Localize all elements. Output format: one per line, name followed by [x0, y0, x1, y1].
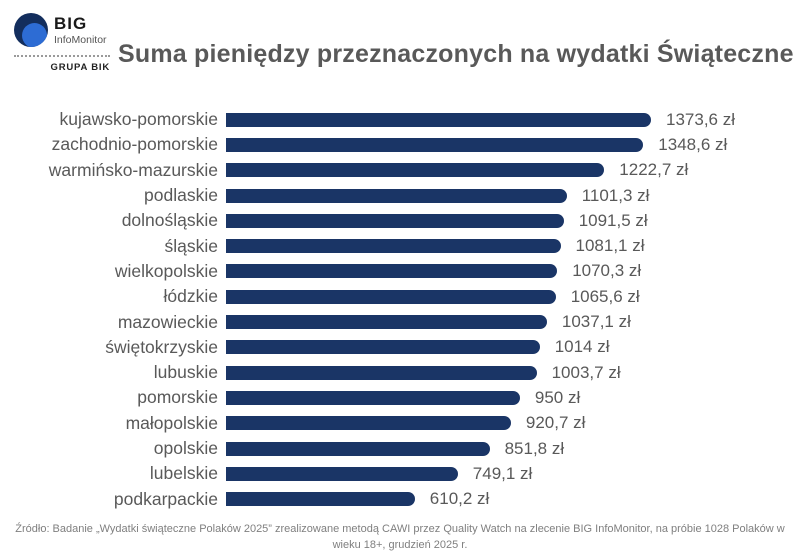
- chart-title: Suma pieniędzy przeznaczonych na wydatki…: [118, 40, 794, 68]
- chart-row: warmińsko-mazurskie 1222,7 zł: [8, 158, 792, 183]
- chart-row: opolskie 851,8 zł: [8, 436, 792, 461]
- bar: [226, 264, 558, 279]
- logo-brand-subtext: InfoMonitor: [54, 34, 107, 46]
- chart-row: małopolskie 920,7 zł: [8, 411, 792, 436]
- category-label: śląskie: [164, 235, 219, 256]
- bar-chart: kujawsko-pomorskie 1373,6 zł zachodnio-pom…: [8, 107, 792, 512]
- category-label: małopolskie: [125, 412, 218, 433]
- bar: [226, 390, 520, 405]
- bar: [226, 416, 511, 431]
- chart-row: wielkopolskie 1070,3 zł: [8, 259, 792, 284]
- value-label: 1373,6 zł: [666, 109, 735, 129]
- value-label: 749,1 zł: [472, 463, 533, 483]
- category-label: mazowieckie: [117, 311, 218, 332]
- chart-row: pomorskie 950 zł: [8, 385, 792, 410]
- value-label: 610,2 zł: [429, 489, 490, 509]
- category-label: łódzkie: [163, 286, 218, 307]
- value-label: 1081,1 zł: [575, 236, 645, 256]
- bar: [226, 466, 458, 481]
- value-label: 1065,6 zł: [570, 286, 640, 306]
- category-label: opolskie: [153, 438, 218, 458]
- category-label: lubuskie: [153, 362, 218, 383]
- logo-crescent-shape: [22, 23, 47, 47]
- value-label: 1101,3 zł: [581, 185, 650, 205]
- bar: [226, 239, 561, 254]
- category-label: świętokrzyskie: [105, 336, 218, 357]
- value-label: 1222,7 zł: [619, 160, 689, 180]
- category-label: zachodnio-pomorskie: [51, 134, 218, 155]
- category-label: podlaskie: [144, 185, 218, 206]
- chart-row: mazowieckie 1037,1 zł: [8, 309, 792, 334]
- category-label: kujawsko-pomorskie: [59, 109, 218, 130]
- bar: [226, 315, 547, 330]
- header: BIG InfoMonitor GRUPA BIK Suma pieniędzy…: [0, 0, 800, 100]
- logo-brand-text: BIG: [54, 14, 88, 33]
- value-label: 1014 zł: [554, 337, 610, 357]
- chart-row: kujawsko-pomorskie 1373,6 zł: [8, 107, 792, 132]
- value-label: 1037,1 zł: [561, 312, 631, 332]
- bar: [226, 112, 651, 127]
- chart-row: lubelskie 749,1 zł: [8, 461, 792, 486]
- chart-row: podkarpackie 610,2 zł: [8, 486, 792, 511]
- value-label: 1003,7 zł: [551, 362, 621, 382]
- value-label: 1091,5 zł: [578, 210, 648, 230]
- bar: [226, 213, 564, 228]
- bar: [226, 340, 540, 355]
- source-footnote: Źródło: Badanie „Wydatki świąteczne Pola…: [15, 523, 785, 552]
- bar: [226, 163, 605, 178]
- big-infomonitor-logo: BIG InfoMonitor GRUPA BIK: [14, 13, 110, 73]
- bar: [226, 365, 537, 380]
- logo-group-label: GRUPA BIK: [50, 62, 110, 73]
- chart-rows: kujawsko-pomorskie 1373,6 zł zachodnio-pom…: [8, 107, 792, 512]
- chart-row: zachodnio-pomorskie 1348,6 zł: [8, 132, 792, 157]
- bar: [226, 492, 415, 507]
- category-label: warmińsko-mazurskie: [48, 159, 218, 180]
- big-infomonitor-logo-icon: [14, 13, 48, 47]
- bar: [226, 188, 567, 203]
- category-label: lubelskie: [149, 463, 218, 484]
- bar: [226, 289, 556, 304]
- chart-row: łódzkie 1065,6 zł: [8, 284, 792, 309]
- chart-row: świętokrzyskie 1014 zł: [8, 335, 792, 360]
- logo-dotted-divider: [14, 55, 110, 57]
- category-label: wielkopolskie: [114, 260, 218, 281]
- chart-row: śląskie 1081,1 zł: [8, 233, 792, 258]
- bar: [226, 137, 644, 152]
- chart-row: podlaskie 1101,3 zł: [8, 183, 792, 208]
- value-label: 950 zł: [534, 387, 581, 407]
- value-label: 1348,6 zł: [658, 134, 728, 154]
- chart-row: lubuskie 1003,7 zł: [8, 360, 792, 385]
- category-label: dolnośląskie: [121, 210, 218, 231]
- value-label: 920,7 zł: [525, 413, 586, 433]
- bar: [226, 441, 490, 456]
- value-label: 851,8 zł: [504, 438, 565, 458]
- category-label: pomorskie: [137, 387, 218, 408]
- value-label: 1070,3 zł: [572, 261, 642, 281]
- category-label: podkarpackie: [113, 488, 218, 509]
- chart-row: dolnośląskie 1091,5 zł: [8, 208, 792, 233]
